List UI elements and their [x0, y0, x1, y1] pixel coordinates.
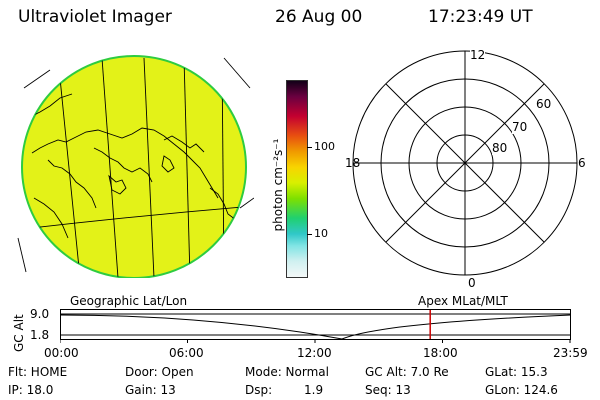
date-label: 26 Aug 00	[275, 7, 363, 27]
meridian-line	[143, 57, 155, 278]
door-status: Door: Open	[125, 365, 194, 379]
earth-disk	[21, 55, 247, 278]
mlt-label-6: 6	[578, 156, 586, 170]
parallel-line	[22, 205, 246, 231]
meridian-line	[101, 57, 119, 278]
altitude-timeline	[60, 309, 572, 343]
glat-status: GLat: 15.3	[485, 365, 548, 379]
seq-status: Seq: 13	[365, 383, 411, 397]
time-tick-label-1800: 18:00	[423, 346, 458, 360]
gc-alt-axis-label: GC Alt	[12, 314, 26, 352]
colorbar-tick-label-100: 100	[314, 140, 335, 153]
geographic-label: Geographic Lat/Lon	[70, 294, 188, 308]
mlt-label-12: 12	[470, 48, 486, 62]
time-tick-label-0600: 06:00	[169, 346, 204, 360]
polar-plot	[352, 50, 578, 276]
coastline	[27, 93, 73, 119]
instrument-title: Ultraviolet Imager	[18, 7, 172, 27]
coastline	[223, 57, 251, 89]
meridian-line	[183, 57, 191, 278]
y-top-label: 9.0	[30, 307, 50, 321]
apex-label: Apex MLat/MLT	[418, 294, 508, 308]
dsp-label: Dsp:	[245, 383, 273, 397]
geographic-map	[17, 55, 254, 278]
dsp-value: 1.9	[304, 383, 324, 397]
polar-diagonal	[385, 83, 545, 243]
meridian-line	[57, 57, 81, 278]
time-tick-label-1200: 12:00	[297, 346, 332, 360]
glon-status: GLon: 124.6	[485, 383, 558, 397]
mlt-label-18: 18	[345, 156, 361, 170]
colorbar-tick	[307, 147, 312, 148]
flight-status: Flt: HOME	[8, 365, 68, 379]
coastline	[239, 197, 254, 209]
time-tick-label-0000: 00:00	[44, 346, 79, 360]
gain-status: Gain: 13	[125, 383, 176, 397]
y-bottom-label: 1.8	[30, 328, 50, 342]
coastline	[47, 159, 97, 209]
orbit-altitude-curve	[60, 314, 572, 340]
gc-alt-status: GC Alt: 7.0 Re	[365, 365, 449, 379]
coastline	[17, 237, 27, 273]
lat-label-70: 70	[512, 120, 528, 134]
colorbar-unit-label: photon cm⁻²s⁻¹	[271, 138, 285, 232]
time-tick-label-2359: 23:59	[553, 346, 588, 360]
ip-status: IP: 18.0	[8, 383, 54, 397]
island	[161, 155, 175, 173]
mode-status: Mode: Normal	[245, 365, 329, 379]
coastline	[33, 197, 69, 239]
coastline	[93, 147, 153, 183]
lat-label-60: 60	[536, 97, 552, 111]
time-label: 17:23:49 UT	[428, 7, 533, 27]
lat-label-80: 80	[492, 141, 508, 155]
coastline	[31, 127, 219, 199]
colorbar	[286, 80, 308, 278]
mlt-label-0: 0	[468, 276, 476, 290]
coastline	[23, 69, 51, 89]
colorbar-tick	[307, 234, 312, 235]
colorbar-tick-label-10: 10	[314, 227, 328, 240]
